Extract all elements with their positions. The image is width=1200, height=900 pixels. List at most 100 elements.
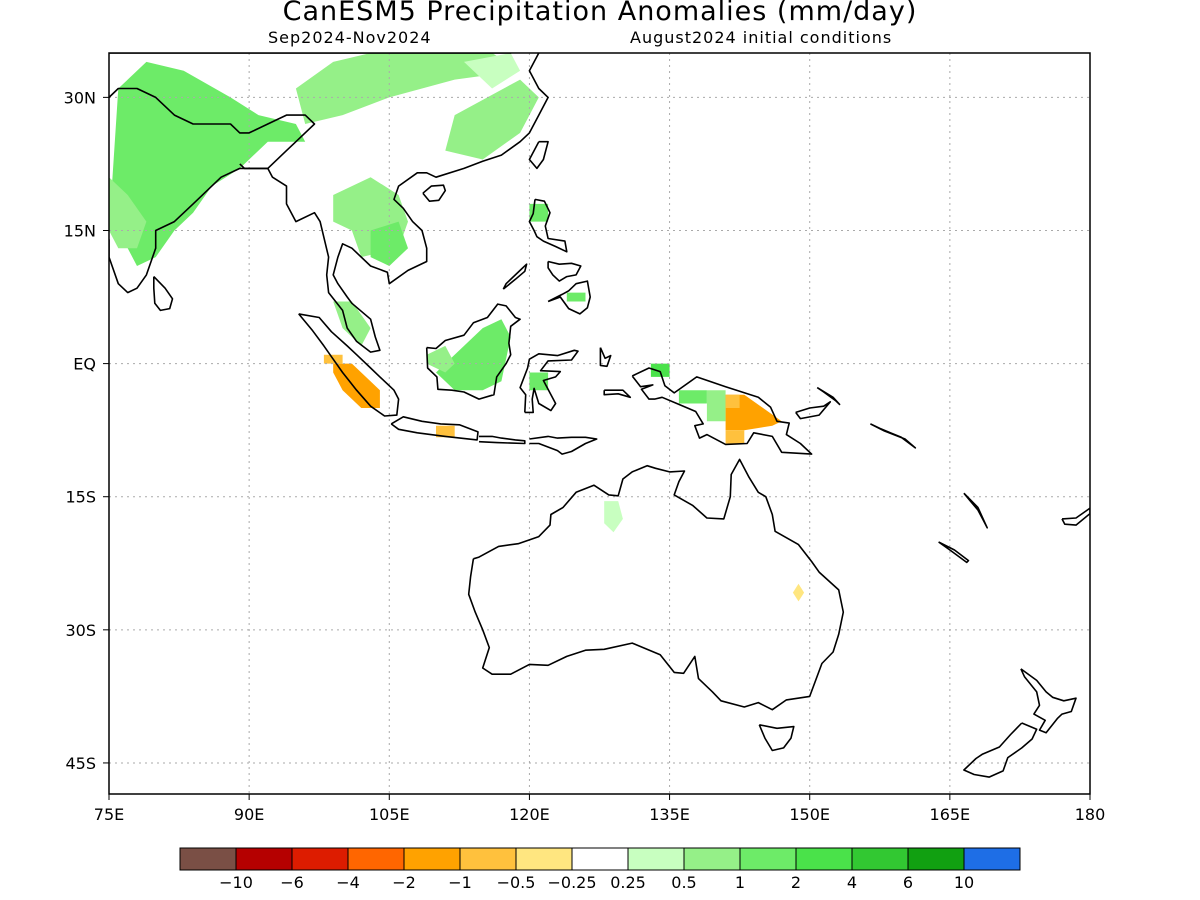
coastline-flores-timor — [529, 435, 598, 455]
anomaly-region — [725, 394, 740, 408]
anomaly-region — [426, 345, 455, 373]
coastline-bali-lombok — [478, 435, 526, 445]
colorbar-label: 10 — [954, 873, 974, 892]
coastline-new-britain — [795, 400, 832, 420]
coastline-australia — [467, 458, 845, 711]
colorbar-label: −4 — [336, 873, 360, 892]
anomaly-region — [650, 363, 670, 377]
coastline-new-guinea — [631, 367, 813, 455]
anomaly-region — [370, 221, 408, 266]
coastline-new-caledonia — [938, 541, 970, 564]
colorbar-label: 4 — [847, 873, 857, 892]
colorbar: −10 −6 −4 −2 −1 −0.5 −0.25 0.25 0.5 1 2 4 6 10 — [179, 847, 1021, 892]
latitude-axis: 30N 15N EQ 15S 30S 45S — [64, 88, 109, 773]
coastline-nz-north-island — [1020, 668, 1077, 734]
forecast-period: Sep2024-Nov2024 — [268, 28, 432, 47]
anomaly-region — [445, 79, 539, 160]
coastline-fiji — [1061, 507, 1090, 526]
coastlines — [109, 53, 1090, 778]
anomaly-region — [109, 177, 147, 249]
coastline-solomons — [870, 423, 917, 449]
colorbar-label: 1 — [735, 873, 745, 892]
anomaly-region — [566, 292, 586, 302]
anomaly-region — [109, 61, 306, 267]
initial-conditions: August2024 initial conditions — [630, 28, 893, 47]
coastline-sri-lanka — [153, 276, 174, 312]
coastline-borneo — [425, 303, 521, 400]
anomaly-region — [436, 425, 455, 438]
coastline-taiwan — [528, 140, 549, 170]
coastline-seram — [603, 389, 632, 399]
colorbar-label: −0.25 — [547, 873, 596, 892]
coastline-sumatra — [298, 313, 400, 417]
lon-tick-label: 150E — [789, 805, 830, 824]
anomaly-region — [792, 583, 805, 602]
colorbar-label: −0.5 — [497, 873, 536, 892]
coastline-nz-south-island — [963, 722, 1038, 778]
colorbar-swatch — [515, 847, 573, 871]
anomaly-region — [725, 394, 782, 431]
lat-tick-label: 45S — [65, 754, 96, 773]
coastline-tasmania — [758, 724, 795, 752]
colorbar-swatch — [795, 847, 853, 871]
lat-tick-label: 30N — [64, 88, 96, 107]
coastline-halmahera — [599, 347, 612, 368]
lat-tick-label: EQ — [73, 355, 96, 374]
coastline-palawan — [502, 263, 528, 290]
colorbar-swatch — [179, 847, 237, 871]
map-frame — [108, 52, 1091, 795]
colorbar-label: −2 — [392, 873, 416, 892]
map-background — [109, 53, 1090, 794]
anomaly-region — [706, 390, 726, 422]
colorbar-label: 0.25 — [610, 873, 646, 892]
coastline-mainland-asia — [109, 53, 549, 353]
anomaly-region — [436, 319, 511, 391]
colorbar-swatch — [459, 847, 517, 871]
colorbar-label: −1 — [448, 873, 472, 892]
colorbar-swatch — [739, 847, 797, 871]
lat-tick-label: 15S — [65, 488, 96, 507]
anomaly-region — [725, 430, 745, 444]
colorbar-label: 2 — [791, 873, 801, 892]
lon-tick-label: 180 — [1075, 805, 1106, 824]
colorbar-swatch — [907, 847, 965, 871]
coastline-java — [390, 415, 479, 441]
anomaly-region — [604, 501, 623, 533]
colorbar-swatch — [571, 847, 629, 871]
coastline-india — [109, 87, 316, 294]
coastline-vanuatu — [963, 492, 989, 529]
lat-tick-label: 30S — [65, 621, 96, 640]
colorbar-swatch — [291, 847, 349, 871]
colorbar-swatch — [851, 847, 909, 871]
colorbar-swatch — [235, 847, 293, 871]
lon-tick-label: 75E — [94, 805, 124, 824]
longitude-axis: 75E 90E 105E 120E 135E 150E 165E 180 — [94, 794, 1106, 824]
lon-tick-label: 135E — [649, 805, 690, 824]
anomaly-region — [529, 203, 549, 222]
anomaly-region — [678, 390, 707, 404]
colorbar-label: 0.5 — [671, 873, 696, 892]
lon-tick-label: 90E — [234, 805, 264, 824]
coastline-luzon — [528, 198, 568, 253]
lon-tick-label: 165E — [930, 805, 971, 824]
coastline-visayas — [547, 260, 582, 282]
colorbar-swatch — [403, 847, 461, 871]
coastline-mindanao — [547, 280, 592, 315]
colorbar-swatch — [963, 847, 1021, 871]
colorbar-swatch — [627, 847, 685, 871]
lon-tick-label: 105E — [369, 805, 410, 824]
gridlines — [109, 53, 1090, 794]
map-title: CanESM5 Precipitation Anomalies (mm/day) — [282, 0, 918, 27]
lon-tick-label: 120E — [509, 805, 550, 824]
colorbar-swatch — [683, 847, 741, 871]
anomaly-region — [464, 53, 521, 89]
coastline-sulawesi — [519, 349, 579, 414]
anomaly-region — [529, 372, 549, 391]
coastline-hainan — [422, 184, 447, 202]
colorbar-label: −10 — [219, 873, 253, 892]
anomaly-region — [295, 53, 521, 124]
colorbar-swatch — [347, 847, 405, 871]
colorbar-label: 6 — [903, 873, 913, 892]
lat-tick-label: 15N — [64, 221, 96, 240]
